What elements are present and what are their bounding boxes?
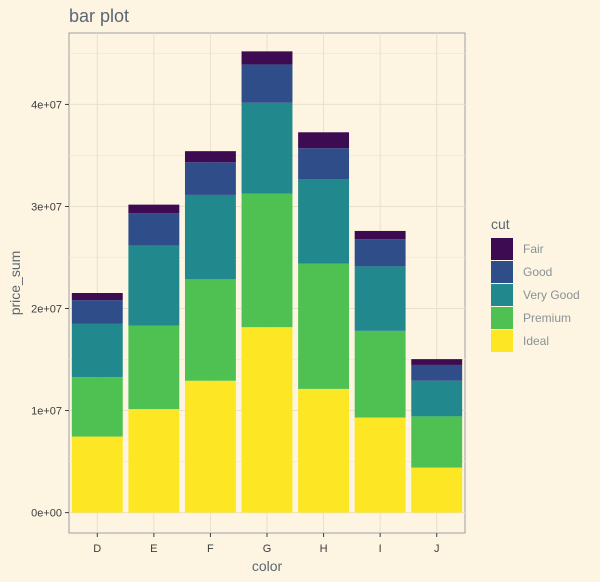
bar-E-premium xyxy=(128,325,180,410)
y-axis-title: price_sum xyxy=(7,251,23,316)
legend-key-very-good xyxy=(491,284,513,306)
bar-G-ideal xyxy=(241,327,293,513)
bar-I-premium xyxy=(354,330,406,418)
bar-G-premium xyxy=(241,193,293,328)
bar-D-premium xyxy=(71,377,123,437)
x-axis-title: color xyxy=(252,558,283,574)
legend-label: Good xyxy=(523,265,552,279)
bar-I-good xyxy=(354,239,406,267)
bar-H-very-good xyxy=(298,179,350,264)
bar-F-fair xyxy=(184,151,236,163)
bar-D-ideal xyxy=(71,436,123,513)
y-tick-label: 4e+07 xyxy=(31,99,62,111)
x-tick-label: H xyxy=(320,543,328,555)
bar-J-ideal xyxy=(411,467,463,513)
legend-key-ideal xyxy=(491,330,513,352)
bar-H-premium xyxy=(298,263,350,389)
bar-I-very-good xyxy=(354,266,406,331)
bar-E-good xyxy=(128,213,180,246)
legend-label: Premium xyxy=(523,311,571,325)
legend-key-good xyxy=(491,261,513,283)
x-tick-label: E xyxy=(150,543,157,555)
legend-label: Fair xyxy=(523,242,544,256)
x-tick-label: I xyxy=(379,543,382,555)
bar-I-fair xyxy=(354,230,406,240)
bar-F-ideal xyxy=(184,380,236,513)
bar-G-fair xyxy=(241,51,293,65)
bar-J-good xyxy=(411,364,463,381)
bar-I-ideal xyxy=(354,417,406,513)
bar-J-premium xyxy=(411,416,463,468)
chart-title: bar plot xyxy=(69,6,129,26)
bar-G-very-good xyxy=(241,102,293,194)
bar-D-very-good xyxy=(71,323,123,378)
x-tick-label: G xyxy=(263,543,272,555)
legend-key-fair xyxy=(491,238,513,260)
bar-F-very-good xyxy=(184,194,236,280)
legend: cut Fair Good Very Good Premium Ideal xyxy=(491,216,580,352)
x-tick-label: J xyxy=(434,543,440,555)
bar-H-good xyxy=(298,148,350,180)
legend-label: Very Good xyxy=(523,288,580,302)
bar-F-good xyxy=(184,162,236,195)
legend-title: cut xyxy=(491,216,510,232)
x-axis: D E F G H I J xyxy=(93,533,439,555)
bar-J-fair xyxy=(411,359,463,365)
y-tick-label: 3e+07 xyxy=(31,201,62,213)
bar-J-very-good xyxy=(411,380,463,417)
legend-label: Ideal xyxy=(523,334,549,348)
legend-key-premium xyxy=(491,307,513,329)
bar-F-premium xyxy=(184,279,236,381)
bar-D-good xyxy=(71,300,123,324)
y-tick-label: 1e+07 xyxy=(31,406,62,418)
bar-E-ideal xyxy=(128,409,180,513)
x-tick-label: F xyxy=(207,543,214,555)
y-tick-label: 2e+07 xyxy=(31,304,62,316)
bar-H-fair xyxy=(298,132,350,149)
bar-E-fair xyxy=(128,204,180,214)
bar-E-very-good xyxy=(128,245,180,326)
y-axis: 0e+00 1e+07 2e+07 3e+07 4e+07 xyxy=(31,99,69,520)
bar-D-fair xyxy=(71,293,123,301)
bars xyxy=(71,51,463,513)
y-tick-label: 0e+00 xyxy=(31,508,62,520)
x-tick-label: D xyxy=(93,543,101,555)
bar-H-ideal xyxy=(298,388,350,513)
bar-G-good xyxy=(241,64,293,103)
